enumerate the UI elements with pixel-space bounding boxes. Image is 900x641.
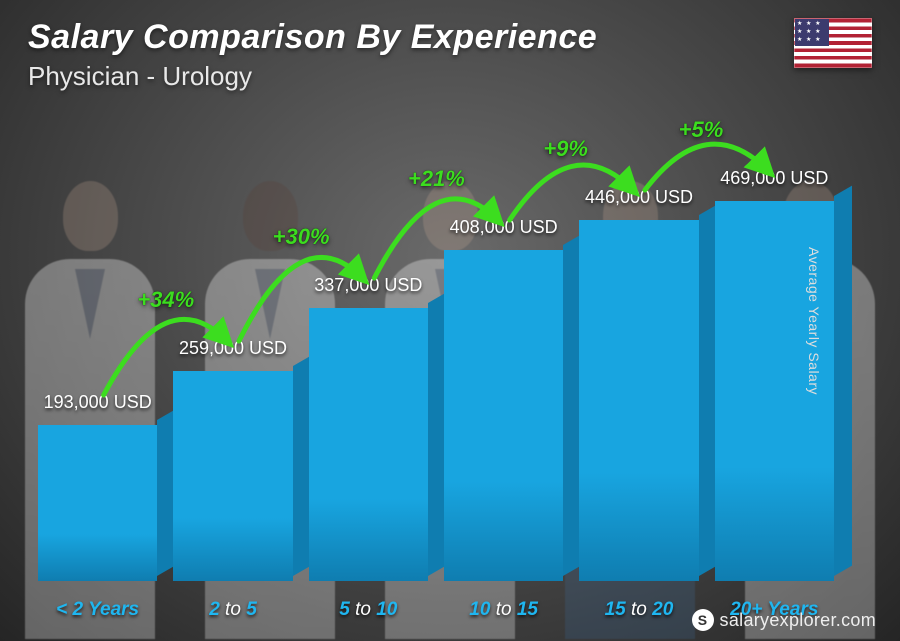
increase-label: +30% — [273, 224, 330, 250]
bar-category-label: 2 to 5 — [209, 599, 257, 621]
y-axis-label: Average Yearly Salary — [806, 247, 822, 395]
bar — [309, 308, 428, 581]
bar-value-label: 446,000 USD — [585, 187, 693, 208]
bar-value-label: 469,000 USD — [720, 168, 828, 189]
bar — [444, 250, 563, 581]
bar-value-label: 408,000 USD — [450, 217, 558, 238]
flag-icon — [794, 18, 872, 68]
bar — [38, 425, 157, 581]
bar-group: 408,000 USD10 to 15 — [444, 217, 563, 581]
bar-value-label: 259,000 USD — [179, 338, 287, 359]
bar-group: 193,000 USD< 2 Years — [38, 392, 157, 581]
bar-group: 337,000 USD5 to 10 — [309, 275, 428, 581]
bar-value-label: 337,000 USD — [314, 275, 422, 296]
footer-site: salaryexplorer.com — [720, 610, 876, 631]
bar — [173, 371, 292, 581]
bar-category-label: < 2 Years — [56, 599, 139, 621]
bar-category-label: 15 to 20 — [605, 599, 674, 621]
bar-group: 259,000 USD2 to 5 — [173, 338, 292, 581]
bar-chart: 193,000 USD< 2 Years259,000 USD2 to 5337… — [30, 110, 842, 581]
increase-label: +5% — [679, 117, 724, 143]
increase-label: +9% — [543, 136, 588, 162]
bar — [579, 220, 698, 581]
increase-label: +21% — [408, 166, 465, 192]
bar-group: 446,000 USD15 to 20 — [579, 187, 698, 581]
bar-category-label: 10 to 15 — [469, 599, 538, 621]
header: Salary Comparison By Experience Physicia… — [28, 18, 872, 92]
chart-title: Salary Comparison By Experience — [28, 18, 872, 57]
increase-label: +34% — [137, 287, 194, 313]
chart-subtitle: Physician - Urology — [28, 61, 872, 92]
footer: S salaryexplorer.com — [692, 609, 876, 631]
logo-icon: S — [692, 609, 714, 631]
bar-value-label: 193,000 USD — [44, 392, 152, 413]
bar-category-label: 5 to 10 — [339, 599, 397, 621]
